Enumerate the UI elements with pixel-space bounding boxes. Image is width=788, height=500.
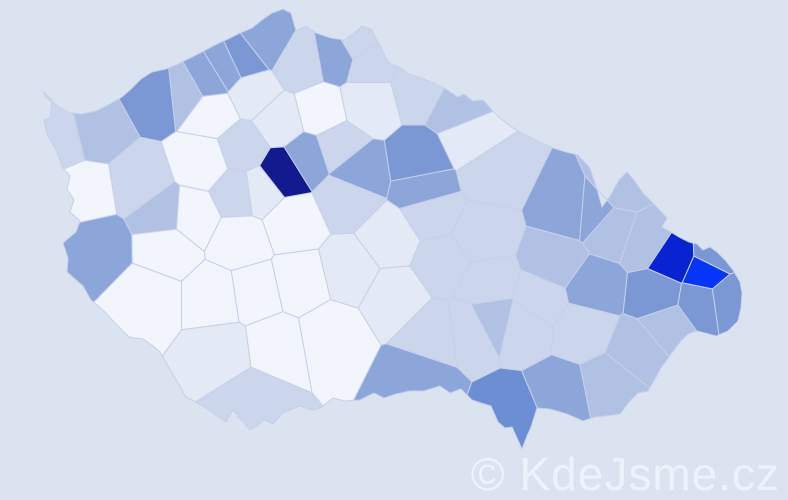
- district-region[interactable]: [93, 262, 182, 357]
- district-region[interactable]: [579, 351, 651, 419]
- district-region[interactable]: [353, 343, 473, 401]
- district-region[interactable]: [340, 25, 379, 60]
- district-region[interactable]: [42, 91, 86, 170]
- district-region[interactable]: [574, 153, 655, 213]
- district-region[interactable]: [63, 159, 118, 223]
- district-region[interactable]: [692, 242, 735, 275]
- district-region[interactable]: [521, 147, 586, 241]
